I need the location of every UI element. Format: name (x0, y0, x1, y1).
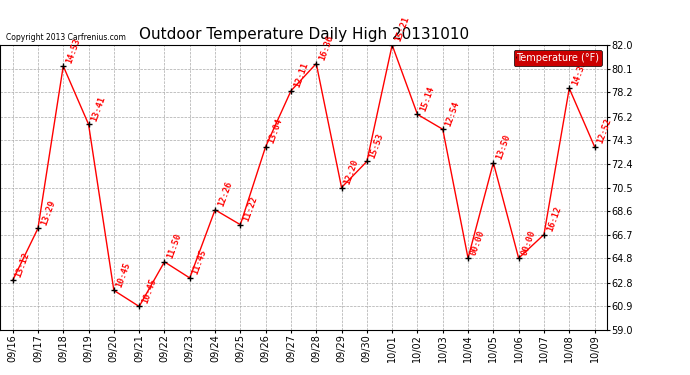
Text: 15:21: 15:21 (393, 15, 411, 43)
Text: 11:22: 11:22 (241, 195, 259, 223)
Text: 14:53: 14:53 (65, 36, 82, 64)
Text: 16:36: 16:36 (317, 34, 335, 62)
Text: 15:53: 15:53 (368, 132, 386, 160)
Text: Copyright 2013 Carfrenius.com: Copyright 2013 Carfrenius.com (6, 33, 126, 42)
Text: 00:00: 00:00 (469, 228, 486, 256)
Text: 12:52: 12:52 (596, 117, 613, 145)
Text: 12:54: 12:54 (444, 100, 462, 128)
Text: 13:41: 13:41 (90, 95, 107, 123)
Text: 11:45: 11:45 (191, 248, 208, 276)
Text: 13:29: 13:29 (39, 199, 57, 226)
Text: 10:45: 10:45 (141, 277, 158, 304)
Text: 13:04: 13:04 (267, 117, 284, 145)
Text: 11:50: 11:50 (166, 232, 183, 260)
Text: 15:14: 15:14 (419, 85, 436, 112)
Title: Outdoor Temperature Daily High 20131010: Outdoor Temperature Daily High 20131010 (139, 27, 469, 42)
Text: 14:33: 14:33 (571, 59, 588, 87)
Text: 12:20: 12:20 (343, 158, 360, 186)
Text: 00:00: 00:00 (520, 228, 538, 256)
Text: 13:50: 13:50 (495, 133, 512, 161)
Text: 12:11: 12:11 (293, 61, 310, 89)
Legend: Temperature (°F): Temperature (°F) (513, 50, 602, 66)
Text: 10:45: 10:45 (115, 261, 132, 288)
Text: 16:12: 16:12 (545, 205, 562, 233)
Text: 13:12: 13:12 (14, 251, 31, 279)
Text: 12:26: 12:26 (217, 180, 234, 208)
